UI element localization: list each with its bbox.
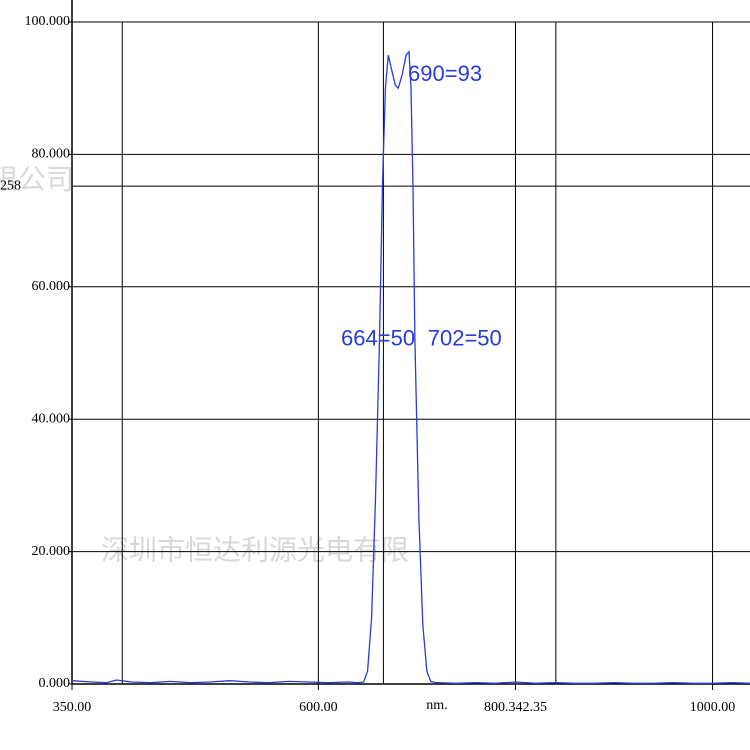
spectrum-line — [71, 50, 750, 684]
y-tick-label: 40.000 — [32, 411, 71, 426]
annotation: 702=50 — [428, 326, 502, 351]
y-tick-label: 60.000 — [32, 279, 71, 294]
y-tick-label: 0.000 — [39, 676, 71, 691]
y-tick-label: 20.000 — [32, 544, 71, 559]
x-tick-label: 350.00 — [53, 700, 92, 715]
annotation: 664=50 — [341, 326, 415, 351]
annotation: 690=93 — [408, 61, 482, 86]
y-tick-label: 100.000 — [25, 14, 71, 29]
x-axis-label: nm. — [426, 698, 447, 713]
x-tick-label: 1000.00 — [690, 700, 736, 715]
y-tick-label: 80.000 — [32, 147, 71, 162]
x-tick-label: 600.00 — [299, 700, 338, 715]
watermark: 深圳市恒达利源光电有限 — [101, 534, 409, 567]
watermark: 深圳市恒达利源光电有限公司 — [0, 163, 74, 196]
x-tick-label: 800.342.35 — [484, 700, 547, 715]
cursor-label: 258 — [0, 178, 21, 193]
